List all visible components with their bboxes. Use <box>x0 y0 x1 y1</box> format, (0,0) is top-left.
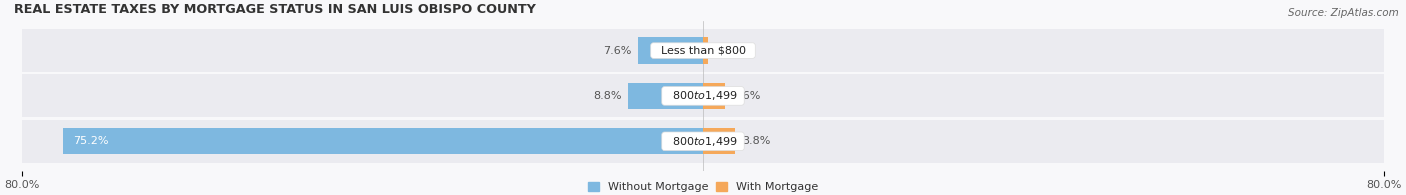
Text: 2.6%: 2.6% <box>733 91 761 101</box>
Text: 8.8%: 8.8% <box>593 91 621 101</box>
Bar <box>22 74 1384 117</box>
Bar <box>703 37 707 64</box>
Bar <box>703 128 735 154</box>
Text: Source: ZipAtlas.com: Source: ZipAtlas.com <box>1288 8 1399 18</box>
Bar <box>63 128 703 154</box>
Text: Less than $800: Less than $800 <box>654 46 752 56</box>
Legend: Without Mortgage, With Mortgage: Without Mortgage, With Mortgage <box>588 182 818 192</box>
Text: 7.6%: 7.6% <box>603 46 631 56</box>
Bar <box>703 83 725 109</box>
Text: 3.8%: 3.8% <box>742 136 770 146</box>
Text: $800 to $1,499: $800 to $1,499 <box>665 90 741 102</box>
Bar <box>638 37 703 64</box>
Bar <box>22 29 1384 72</box>
Bar <box>22 120 1384 163</box>
Bar <box>628 83 703 109</box>
Text: $800 to $1,499: $800 to $1,499 <box>665 135 741 148</box>
Text: 0.57%: 0.57% <box>714 46 749 56</box>
Text: 75.2%: 75.2% <box>73 136 108 146</box>
Text: REAL ESTATE TAXES BY MORTGAGE STATUS IN SAN LUIS OBISPO COUNTY: REAL ESTATE TAXES BY MORTGAGE STATUS IN … <box>14 3 536 16</box>
